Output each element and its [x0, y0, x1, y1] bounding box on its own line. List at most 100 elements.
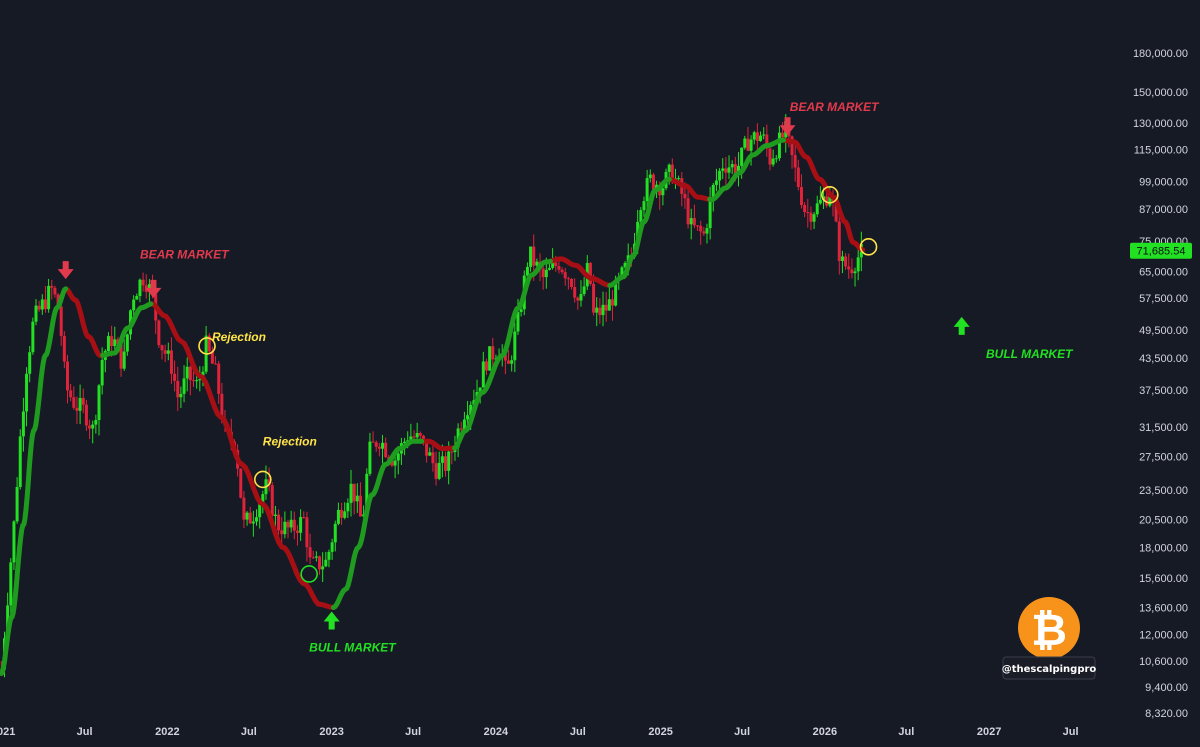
candle-body — [125, 334, 129, 352]
candle-body — [346, 502, 350, 512]
candle-body — [37, 305, 41, 310]
candle-body — [620, 267, 624, 277]
candle-body — [217, 363, 221, 394]
candle-body — [396, 453, 400, 461]
candle-body — [806, 212, 810, 214]
candle-body — [781, 132, 785, 138]
candle-body — [746, 138, 750, 151]
x-tick-label: Jul — [405, 726, 421, 738]
candle-body — [188, 366, 192, 381]
candle-body — [289, 519, 293, 528]
candle-body — [195, 380, 199, 382]
y-tick-label: 27,500.00 — [1139, 451, 1188, 463]
candle-body — [327, 551, 331, 560]
last-price-label: 71,685.54 — [1137, 246, 1186, 258]
candle-body — [544, 269, 548, 278]
candle-body — [793, 155, 797, 168]
candle-body — [409, 436, 413, 441]
y-tick-label: 18,000.00 — [1139, 542, 1188, 554]
candle-body — [651, 174, 655, 190]
candle-body — [570, 278, 574, 288]
candle-body — [381, 442, 385, 449]
candle-body — [604, 304, 608, 311]
candle-body — [525, 266, 529, 276]
candle-body — [834, 201, 838, 222]
candle-body — [415, 432, 419, 438]
candle-body — [447, 451, 451, 471]
y-tick-label: 150,000.00 — [1133, 87, 1188, 99]
candle-body — [444, 456, 448, 471]
candle-body — [242, 497, 246, 520]
candle-body — [535, 261, 539, 266]
candle-body — [176, 380, 180, 398]
candle-body — [280, 530, 284, 535]
arrow-up-icon — [953, 316, 970, 335]
candle-body — [283, 521, 287, 535]
candle-body — [207, 335, 211, 352]
candle-body — [488, 346, 492, 371]
candle-body — [84, 404, 88, 426]
arrow-up-icon — [323, 611, 340, 630]
arrow-down-icon — [145, 279, 162, 298]
candle-body — [308, 547, 312, 558]
candle-body — [365, 473, 369, 515]
candle-body — [18, 436, 22, 487]
annotation-label: BULL MARKET — [986, 347, 1074, 361]
x-tick-label: 2026 — [813, 726, 837, 738]
candle-body — [532, 246, 536, 266]
candle-body — [790, 136, 794, 156]
candle-body — [560, 269, 564, 273]
candle-body — [220, 393, 224, 419]
candle-body — [510, 360, 514, 364]
x-tick-label: 2025 — [648, 726, 672, 738]
candle-body — [333, 523, 337, 543]
candle-body — [302, 517, 306, 519]
x-tick-label: Jul — [570, 726, 586, 738]
annotation-label: Rejection — [212, 330, 266, 344]
candle-body — [97, 385, 101, 421]
candle-body — [431, 452, 435, 464]
last-price-tag: 71,685.54 — [1130, 242, 1192, 259]
candle-body — [803, 205, 807, 213]
bitcoin-symbol: ₿ — [1031, 606, 1067, 655]
candle-body — [352, 483, 356, 502]
candle-body — [138, 279, 142, 297]
candle-body — [106, 336, 110, 352]
ma-bull-segment — [100, 301, 154, 358]
candle-body — [135, 296, 139, 300]
candle-body — [43, 299, 47, 310]
candle-body — [157, 320, 161, 346]
candle-body — [166, 350, 170, 354]
candle-body — [557, 265, 561, 270]
candle-body — [273, 514, 277, 517]
y-tick-label: 37,500.00 — [1139, 385, 1188, 397]
candle-body — [705, 228, 709, 234]
candle-body — [418, 432, 422, 436]
candle-body — [75, 407, 79, 411]
ma-bull-segment — [331, 438, 425, 610]
last-price-background — [1130, 242, 1192, 259]
candle-body — [478, 387, 482, 393]
candle-body — [47, 285, 51, 310]
candle-body — [677, 178, 681, 180]
candle-body — [844, 256, 848, 267]
candle-body — [69, 390, 73, 398]
handle-label: @thescalpingpro — [1002, 664, 1097, 675]
y-tick-label: 43,500.00 — [1139, 353, 1188, 365]
y-tick-label: 20,500.00 — [1139, 514, 1188, 526]
candle-body — [412, 436, 416, 438]
candle-body — [648, 174, 652, 179]
candle-body — [324, 559, 328, 567]
candle-body — [774, 158, 778, 160]
y-tick-label: 13,600.00 — [1139, 603, 1188, 615]
ma-bull-segment — [707, 137, 786, 202]
ma-bear-segment — [547, 256, 613, 288]
candle-body — [198, 379, 202, 381]
x-tick-label: 2021 — [0, 726, 15, 738]
y-tick-label: 130,000.00 — [1133, 118, 1188, 130]
candle-body — [305, 517, 309, 548]
annotations-layer: BEAR MARKET BEAR MARKET BULL MARKET BULL MA… — [57, 100, 1074, 654]
candle-body — [210, 351, 214, 364]
